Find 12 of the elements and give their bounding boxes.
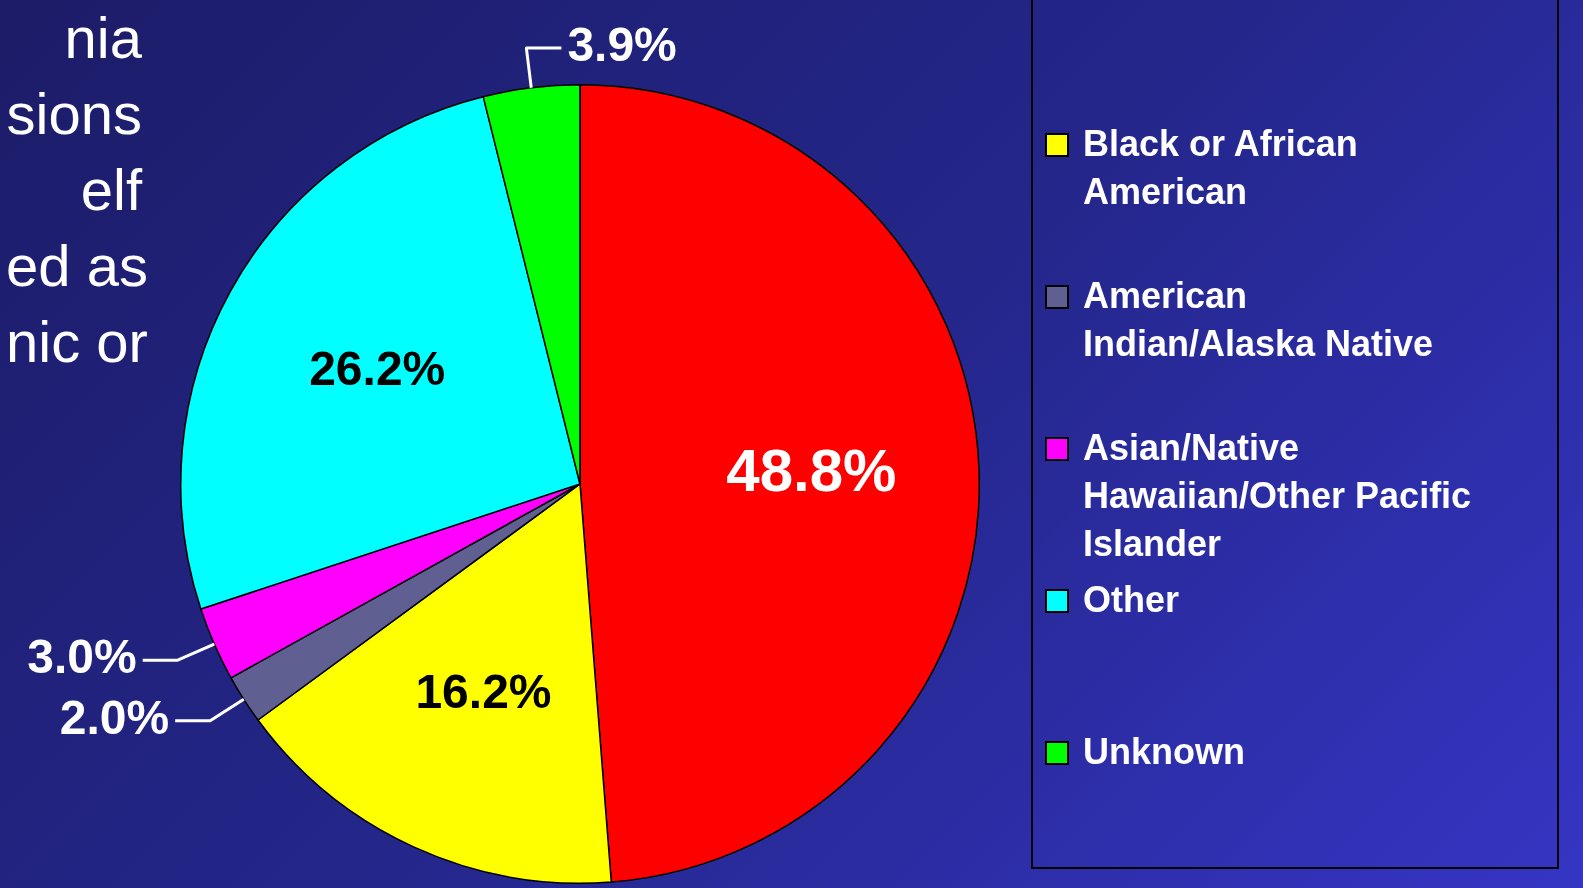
legend-label: American Indian/Alaska Native xyxy=(1083,274,1435,366)
legend-label: Other xyxy=(1083,578,1180,622)
text: nia sions elf ed as nic or xyxy=(6,4,148,376)
data-label: 16.2% xyxy=(415,664,552,718)
data-label: 3.9% xyxy=(567,18,677,72)
legend-label: Unknown xyxy=(1083,730,1245,774)
data-label: 48.8% xyxy=(726,437,897,505)
data-label: 2.0% xyxy=(59,691,170,745)
legend-label: Asian/Native Hawaiian/Other Pacific Islander xyxy=(1083,426,1473,566)
legend-label: Black or African American xyxy=(1083,122,1359,214)
data-label: 26.2% xyxy=(309,342,446,396)
data-label: 3.0% xyxy=(27,630,137,684)
